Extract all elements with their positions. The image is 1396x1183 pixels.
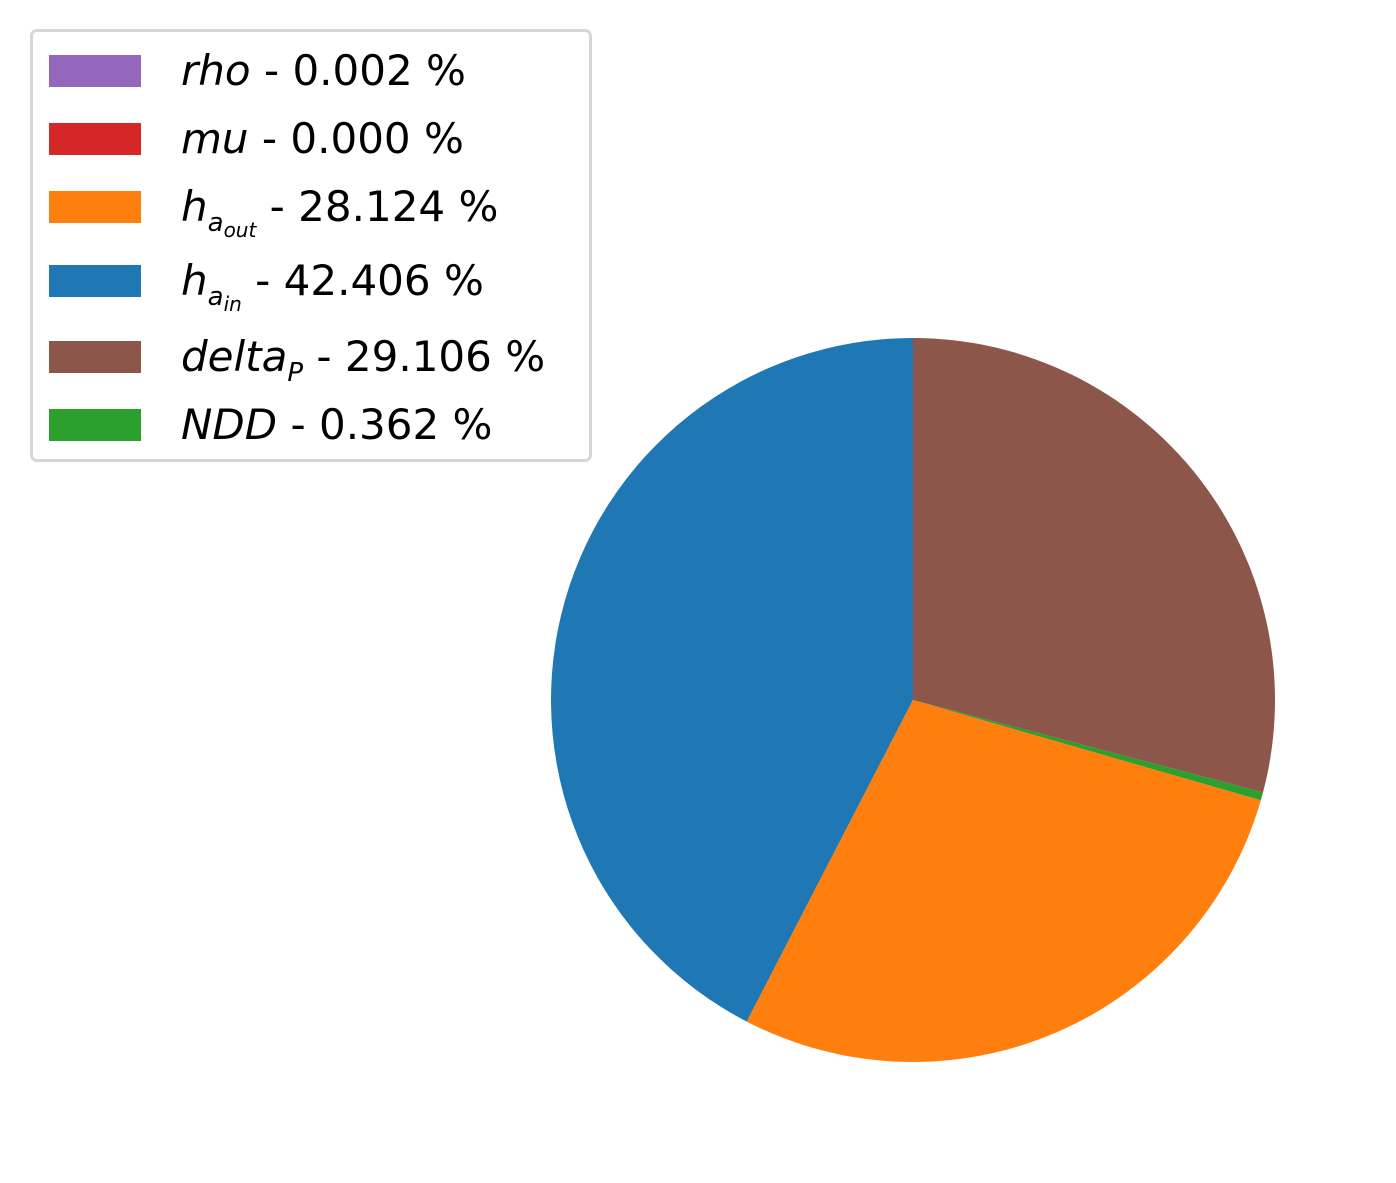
legend-item-h-a-in: hain - 42.406 %: [33, 250, 589, 316]
legend-swatch-h-a-in: [49, 265, 141, 297]
chart-legend: rho - 0.002 % mu - 0.000 % haout - 28.12…: [30, 29, 592, 462]
legend-label-h-a-out: haout - 28.124 %: [181, 182, 499, 242]
pie-slice-delta-p: [913, 338, 1275, 793]
pie-slice-h-a-out: [746, 700, 1261, 1062]
legend-swatch-rho: [49, 55, 141, 87]
legend-label-delta-p: deltaP - 29.106 %: [181, 332, 546, 388]
legend-swatch-mu: [49, 123, 141, 155]
legend-item-h-a-out: haout - 28.124 %: [33, 176, 589, 242]
legend-label-ndd: NDD - 0.362 %: [181, 400, 493, 449]
legend-label-h-a-in: hain - 42.406 %: [181, 256, 484, 316]
legend-swatch-ndd: [49, 409, 141, 441]
legend-label-rho: rho - 0.002 %: [181, 46, 466, 95]
pie-slices: [551, 338, 1275, 1062]
legend-item-ndd: NDD - 0.362 %: [33, 394, 589, 454]
pie-slice-rho: [913, 700, 1261, 801]
pie-slice-ndd: [913, 700, 1264, 801]
pie-slice-h-a-in: [551, 338, 913, 1022]
legend-item-delta-p: deltaP - 29.106 %: [33, 326, 589, 386]
legend-label-mu: mu - 0.000 %: [181, 114, 464, 163]
legend-item-rho: rho - 0.002 %: [33, 40, 589, 100]
legend-swatch-h-a-out: [49, 191, 141, 223]
legend-swatch-delta-p: [49, 341, 141, 373]
legend-item-mu: mu - 0.000 %: [33, 108, 589, 168]
